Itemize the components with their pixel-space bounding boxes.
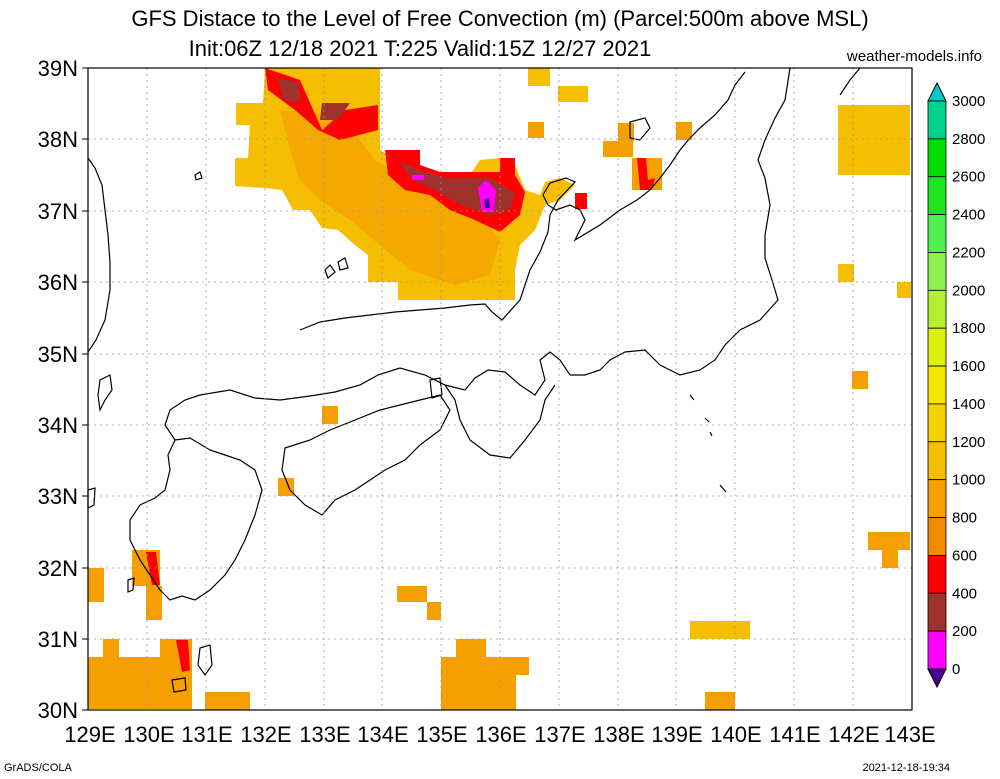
lat-label: 38N: [38, 127, 78, 152]
sado-island: [629, 117, 651, 141]
lon-label: 138E: [593, 722, 644, 747]
colorbar-band: [927, 252, 947, 291]
colorbar-label: 1600: [952, 358, 985, 375]
colorbar-label: 2400: [952, 207, 985, 224]
lon-label: 136E: [475, 722, 526, 747]
colorbar-band: [927, 479, 947, 518]
colorbar-label: 1800: [952, 320, 985, 337]
footer-software: GrADS/COLA: [4, 762, 72, 774]
koshiki: [127, 577, 135, 593]
map-title: GFS Distace to the Level of Free Convect…: [131, 6, 869, 31]
lat-label: 35N: [38, 342, 78, 367]
credit-label: weather-models.info: [846, 48, 982, 65]
kyushu: [129, 437, 263, 601]
izu-islands: [689, 394, 727, 493]
korea-coast: [87, 157, 111, 353]
lat-axis: 39N 38N 37N 36N 35N 34N 33N 32N 31N 30N: [38, 56, 78, 723]
lon-label: 137E: [534, 722, 585, 747]
colorbar-label: 1200: [952, 434, 985, 451]
axis-ticks: [82, 67, 88, 711]
lon-label: 141E: [769, 722, 820, 747]
lon-label: 134E: [357, 722, 408, 747]
lat-label: 34N: [38, 413, 78, 438]
colorbar-label: 400: [952, 585, 977, 602]
lon-label: 129E: [64, 722, 115, 747]
colorbar-band: [927, 176, 947, 216]
colorbar-band: [927, 517, 947, 556]
lat-label: 32N: [38, 556, 78, 581]
lon-label: 130E: [123, 722, 174, 747]
tanegashima: [197, 644, 213, 677]
colorbar-label: 0: [952, 661, 960, 678]
coastlines: [87, 67, 861, 693]
colorbar-label: 3000: [952, 93, 985, 110]
colorbar-label: 2800: [952, 131, 985, 148]
colorbar-label: 1400: [952, 396, 985, 413]
colorbar-band: [927, 441, 947, 481]
colorbar-band: [927, 403, 947, 443]
lon-axis: 129E 130E 131E 132E 133E 134E 135E 136E …: [64, 722, 935, 747]
kii-peninsula: [444, 384, 556, 459]
lon-label: 135E: [416, 722, 467, 747]
lon-label: 142E: [828, 722, 879, 747]
map-frame: [87, 67, 913, 711]
colorbar-band: [927, 365, 947, 405]
lat-label: 36N: [38, 270, 78, 295]
colorbar-band: [927, 100, 947, 140]
colorbar-min-triangle: [927, 668, 947, 689]
lat-label: 33N: [38, 484, 78, 509]
noto-peninsula: [542, 71, 746, 242]
colorbar-band: [927, 138, 947, 178]
lon-label: 143E: [884, 722, 935, 747]
colorbar-band: [927, 214, 947, 253]
colorbar-label: 800: [952, 510, 977, 527]
lat-label: 39N: [38, 56, 78, 81]
lat-label: 30N: [38, 698, 78, 723]
colorbar-band: [927, 327, 947, 367]
goto-islands: [87, 487, 96, 509]
field-patches: [88, 68, 911, 710]
yakushima: [171, 677, 187, 693]
kanto-coast: [164, 351, 571, 441]
lon-label: 132E: [240, 722, 291, 747]
colorbar-label: 600: [952, 547, 977, 564]
lon-label: 133E: [299, 722, 350, 747]
colorbar-max-triangle: [927, 81, 947, 102]
lat-label: 31N: [38, 627, 78, 652]
colorbar-label: 2200: [952, 244, 985, 261]
lon-label: 131E: [181, 722, 232, 747]
colorbar-band: [927, 630, 947, 670]
map-subtitle: Init:06Z 12/18 2021 T:225 Valid:15Z 12/2…: [188, 36, 652, 61]
colorbar: 3000280026002400220020001800160014001200…: [927, 81, 985, 689]
shikoku: [281, 394, 451, 516]
colorbar-band: [927, 289, 947, 329]
island-ulleung: [194, 171, 203, 181]
lon-label: 139E: [651, 722, 702, 747]
colorbar-label: 200: [952, 623, 977, 640]
field-region-north: [235, 68, 575, 300]
footer-timestamp: 2021-12-18-19:34: [862, 762, 950, 774]
colorbar-label: 2000: [952, 282, 985, 299]
tsushima: [97, 374, 113, 413]
awaji: [429, 377, 443, 399]
colorbar-band: [927, 555, 947, 594]
tohoku-east-coast: [570, 67, 791, 376]
oki-islands: [324, 257, 349, 280]
honshu-west-coast: [299, 177, 577, 331]
hokkaido-coast: [839, 67, 861, 96]
graticule: [88, 68, 912, 710]
lon-label: 140E: [710, 722, 761, 747]
colorbar-label: 2600: [952, 169, 985, 186]
colorbar-label: 1000: [952, 472, 985, 489]
colorbar-band: [927, 592, 947, 632]
lat-label: 37N: [38, 199, 78, 224]
